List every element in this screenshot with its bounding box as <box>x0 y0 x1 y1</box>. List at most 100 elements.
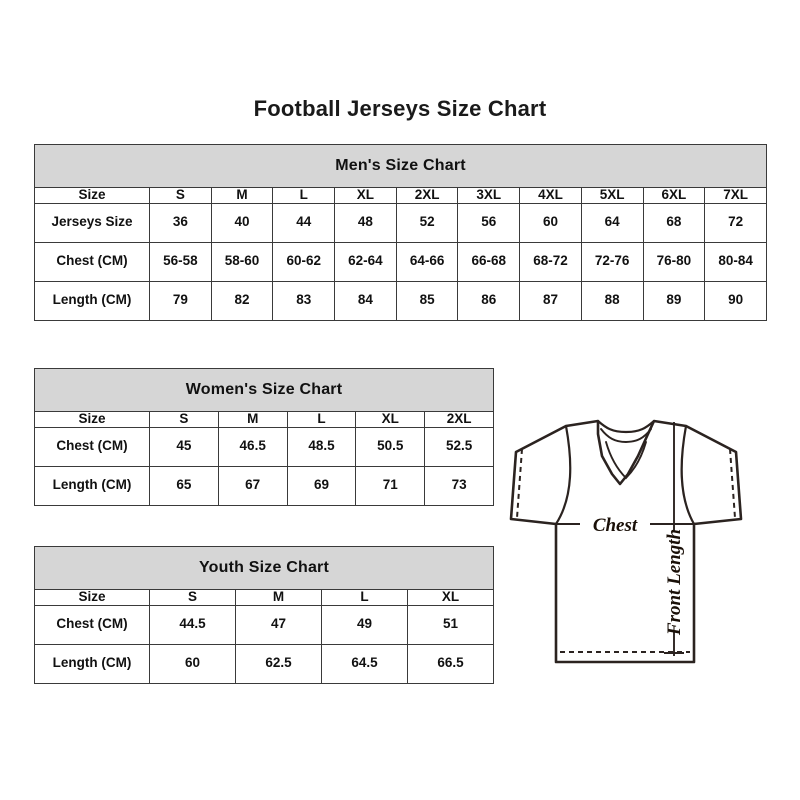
mens-size-6xl: 6XL <box>642 187 706 204</box>
youth-length-xl: 66.5 <box>406 643 495 684</box>
womens-chest-s: 45 <box>149 426 219 467</box>
table-row: Chest (CM) 44.5 47 49 51 <box>34 604 495 645</box>
womens-chest-2xl: 52.5 <box>424 426 495 467</box>
womens-length-s: 65 <box>149 465 219 506</box>
womens-size-chart-table: Women's Size Chart Size S M L XL 2XL Che… <box>33 368 495 506</box>
mens-length-5xl: 88 <box>580 280 644 321</box>
mens-length-3xl: 86 <box>457 280 521 321</box>
womens-size-header-row: Size S M L XL 2XL <box>34 411 495 428</box>
womens-length-2xl: 73 <box>424 465 495 506</box>
womens-table-body: Chest (CM) 45 46.5 48.5 50.5 52.5 Length… <box>34 426 495 506</box>
youth-chest-s: 44.5 <box>149 604 236 645</box>
mens-chest-xl: 62-64 <box>334 241 397 282</box>
left-sleeve-armhole-seam <box>554 424 572 526</box>
table-row: Jerseys Size 36 40 44 48 52 56 60 64 68 … <box>34 202 767 243</box>
youth-size-xl: XL <box>406 589 495 606</box>
mens-jerseys-size-s: 36 <box>149 202 212 243</box>
mens-jerseys-size-label: Jerseys Size <box>34 202 150 243</box>
youth-chest-label: Chest (CM) <box>34 604 150 645</box>
youth-table-body: Chest (CM) 44.5 47 49 51 Length (CM) 60 … <box>34 604 495 684</box>
mens-size-header-row: Size S M L XL 2XL 3XL 4XL 5XL 6XL 7XL <box>34 187 767 204</box>
womens-size-m: M <box>217 411 288 428</box>
womens-table-head: Women's Size Chart Size S M L XL 2XL <box>33 368 495 428</box>
mens-size-2xl: 2XL <box>395 187 459 204</box>
womens-length-xl: 71 <box>355 465 426 506</box>
mens-jerseys-size-3xl: 56 <box>457 202 521 243</box>
v-neck-collar-band-mid <box>600 428 652 443</box>
page-title: Football Jerseys Size Chart <box>253 96 547 121</box>
mens-length-6xl: 89 <box>642 280 706 321</box>
womens-size-s: S <box>149 411 219 428</box>
womens-chart-caption: Women's Size Chart <box>33 368 495 412</box>
womens-length-m: 67 <box>217 465 288 506</box>
mens-caption-row: Men's Size Chart <box>34 144 767 188</box>
womens-length-label: Length (CM) <box>34 465 150 506</box>
mens-chest-label: Chest (CM) <box>34 241 150 282</box>
womens-chest-l: 48.5 <box>286 426 357 467</box>
youth-chest-l: 49 <box>321 604 408 645</box>
mens-size-l: L <box>272 187 336 204</box>
youth-length-l: 64.5 <box>321 643 408 684</box>
mens-size-s: S <box>149 187 212 204</box>
youth-chest-xl: 51 <box>406 604 495 645</box>
mens-jerseys-size-6xl: 68 <box>642 202 706 243</box>
mens-chest-l: 60-62 <box>272 241 336 282</box>
youth-table-head: Youth Size Chart Size S M L XL <box>33 546 495 606</box>
mens-size-row-label: Size <box>34 187 150 204</box>
mens-chest-7xl: 80-84 <box>704 241 767 282</box>
mens-jerseys-size-4xl: 60 <box>519 202 582 243</box>
womens-size-l: L <box>286 411 357 428</box>
mens-chest-5xl: 72-76 <box>580 241 644 282</box>
youth-length-m: 62.5 <box>235 643 322 684</box>
youth-size-m: M <box>235 589 322 606</box>
right-sleeve-armhole-seam <box>680 424 696 526</box>
mens-chest-3xl: 66-68 <box>457 241 521 282</box>
youth-caption-row: Youth Size Chart <box>33 546 495 590</box>
womens-size-row-label: Size <box>34 411 150 428</box>
mens-length-s: 79 <box>149 280 212 321</box>
womens-chest-label: Chest (CM) <box>34 426 150 467</box>
womens-size-2xl: 2XL <box>424 411 495 428</box>
mens-length-l: 83 <box>272 280 336 321</box>
jersey-diagram-svg: Chest Front Length <box>509 419 743 664</box>
mens-jerseys-size-xl: 48 <box>334 202 397 243</box>
mens-length-m: 82 <box>210 280 274 321</box>
mens-length-4xl: 87 <box>519 280 582 321</box>
youth-chest-m: 47 <box>235 604 322 645</box>
table-row: Chest (CM) 45 46.5 48.5 50.5 52.5 <box>34 426 495 467</box>
jersey-measurement-diagram: Chest Front Length <box>498 404 784 684</box>
mens-size-7xl: 7XL <box>704 187 767 204</box>
womens-chest-xl: 50.5 <box>355 426 426 467</box>
mens-table-head: Men's Size Chart Size S M L XL 2XL 3XL 4… <box>34 144 767 204</box>
youth-chart-caption: Youth Size Chart <box>33 546 495 590</box>
womens-caption-row: Women's Size Chart <box>33 368 495 412</box>
mens-chart-caption: Men's Size Chart <box>34 144 767 188</box>
table-row: Length (CM) 65 67 69 71 73 <box>34 465 495 506</box>
mens-length-7xl: 90 <box>704 280 767 321</box>
mens-size-5xl: 5XL <box>580 187 644 204</box>
youth-size-chart-table: Youth Size Chart Size S M L XL Chest (CM… <box>33 546 495 684</box>
mens-jerseys-size-2xl: 52 <box>395 202 459 243</box>
womens-size-xl: XL <box>355 411 426 428</box>
mens-jerseys-size-l: 44 <box>272 202 336 243</box>
left-sleeve-cuff-stitch <box>516 448 523 519</box>
table-row: Length (CM) 60 62.5 64.5 66.5 <box>34 643 495 684</box>
mens-chest-4xl: 68-72 <box>519 241 582 282</box>
mens-length-label: Length (CM) <box>34 280 150 321</box>
v-neck-collar-outer <box>596 419 656 434</box>
chest-measure-label: Chest <box>593 515 638 536</box>
mens-chest-s: 56-58 <box>149 241 212 282</box>
youth-size-row-label: Size <box>34 589 150 606</box>
youth-length-label: Length (CM) <box>34 643 150 684</box>
youth-length-s: 60 <box>149 643 236 684</box>
youth-size-s: S <box>149 589 236 606</box>
right-sleeve-cuff-stitch <box>729 448 736 519</box>
table-row: Chest (CM) 56-58 58-60 60-62 62-64 64-66… <box>34 241 767 282</box>
womens-length-l: 69 <box>286 465 357 506</box>
front-length-measure-label: Front Length <box>664 529 685 636</box>
womens-chest-m: 46.5 <box>217 426 288 467</box>
mens-chest-2xl: 64-66 <box>395 241 459 282</box>
mens-size-xl: XL <box>334 187 397 204</box>
mens-chest-6xl: 76-80 <box>642 241 706 282</box>
